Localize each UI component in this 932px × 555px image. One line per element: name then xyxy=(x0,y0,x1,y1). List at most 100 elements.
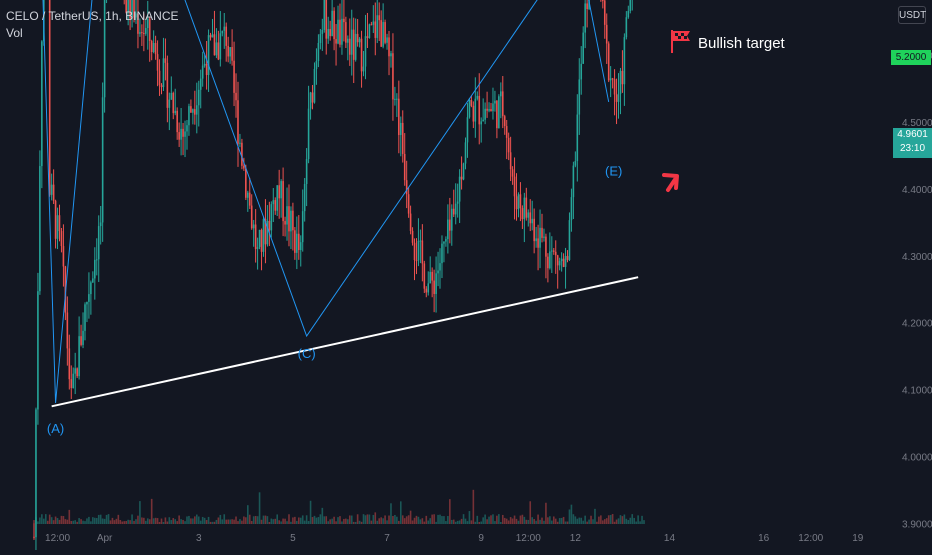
candle xyxy=(537,238,539,247)
volume-bar xyxy=(200,521,202,524)
volume-bar xyxy=(490,515,492,524)
candle xyxy=(547,257,549,269)
volume-bar xyxy=(565,521,567,524)
time-axis-label: 5 xyxy=(290,533,296,544)
candle xyxy=(549,251,551,268)
volume-bar xyxy=(276,514,278,524)
volume-bar xyxy=(131,514,133,524)
candle xyxy=(202,66,204,79)
volume-bar xyxy=(251,521,253,524)
candle xyxy=(437,271,439,274)
candle xyxy=(143,33,145,34)
candle xyxy=(151,41,153,52)
candle xyxy=(200,79,202,90)
volume-bar xyxy=(151,499,153,524)
candle xyxy=(459,177,461,202)
candle xyxy=(429,272,431,283)
volume-bar xyxy=(229,519,231,524)
volume-bar xyxy=(441,516,443,524)
candle xyxy=(220,33,222,59)
volume-bar xyxy=(339,516,341,524)
volume-bar xyxy=(127,520,129,524)
candle xyxy=(172,93,174,113)
volume-bar xyxy=(535,521,537,524)
volume-bar xyxy=(47,521,49,524)
candle xyxy=(294,230,296,253)
volume-bar xyxy=(469,511,471,524)
volume-bar xyxy=(304,521,306,524)
candle xyxy=(382,22,384,47)
candle xyxy=(292,211,294,231)
volume-bar xyxy=(596,522,598,524)
candle xyxy=(518,194,520,209)
candle xyxy=(227,46,229,57)
volume-bar xyxy=(314,516,316,524)
volume-bar xyxy=(272,519,274,524)
volume-bar xyxy=(386,520,388,524)
volume-bar xyxy=(286,521,288,524)
candle xyxy=(488,109,490,111)
candle xyxy=(82,331,84,345)
volume-bar xyxy=(496,516,498,524)
candle xyxy=(210,35,212,37)
volume-bar xyxy=(608,515,610,524)
volume-bar xyxy=(118,515,120,524)
volume-bar xyxy=(51,517,53,524)
candle xyxy=(170,93,172,100)
volume-bar xyxy=(82,521,84,524)
volume-bar xyxy=(488,517,490,524)
volume-bar xyxy=(614,522,616,524)
volume-bar xyxy=(343,519,345,524)
volume-bar xyxy=(475,522,477,524)
volume-bar xyxy=(312,517,314,524)
volume-bar xyxy=(143,518,145,524)
volume-bar xyxy=(145,521,147,524)
candle xyxy=(380,20,382,47)
volume-bar xyxy=(573,514,575,524)
candle xyxy=(96,259,98,260)
candle xyxy=(318,43,320,61)
candle xyxy=(70,379,72,388)
candle xyxy=(155,43,157,54)
candle xyxy=(216,42,218,55)
candle xyxy=(271,204,273,230)
candle xyxy=(543,237,545,238)
volume-bar xyxy=(271,519,273,524)
candle xyxy=(84,304,86,331)
volume-bar xyxy=(306,515,308,524)
candle xyxy=(435,273,437,294)
candle xyxy=(604,0,606,24)
volume-bar xyxy=(527,520,529,524)
currency-button[interactable]: USDT xyxy=(898,6,926,24)
volume-indicator-label[interactable]: Vol xyxy=(6,26,23,40)
last-price-tag: 4.9601 23:10 xyxy=(893,128,932,158)
candle xyxy=(196,105,198,114)
volume-bar xyxy=(331,519,333,524)
volume-bar xyxy=(435,522,437,524)
candle xyxy=(286,206,288,224)
candle xyxy=(259,230,261,247)
candle xyxy=(606,25,608,44)
volume-bar xyxy=(202,517,204,524)
volume-bar xyxy=(378,518,380,524)
candle xyxy=(551,251,553,252)
candle xyxy=(624,37,626,84)
candle xyxy=(402,123,404,154)
volume-bar xyxy=(159,522,161,524)
volume-bar xyxy=(325,516,327,524)
volume-bar xyxy=(616,520,618,524)
volume-bar xyxy=(263,516,265,524)
volume-bar xyxy=(526,520,528,524)
volume-bar xyxy=(41,514,43,524)
candle xyxy=(524,198,526,220)
volume-bar xyxy=(557,522,559,524)
candle xyxy=(565,256,567,267)
volume-bar xyxy=(45,514,47,524)
candle xyxy=(235,93,237,100)
volume-bar xyxy=(292,517,294,524)
candle xyxy=(471,100,473,106)
volume-bar xyxy=(190,518,192,524)
candle xyxy=(451,209,453,231)
